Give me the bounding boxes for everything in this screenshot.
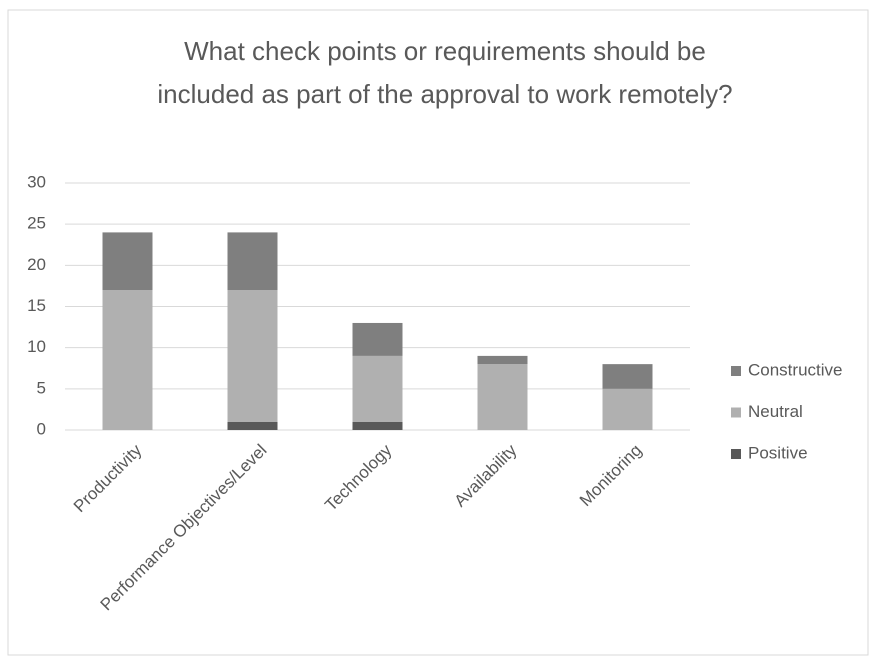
bar-segment [227, 232, 278, 291]
chart-title: What check points or requirements should… [157, 36, 733, 109]
bar-segment [477, 364, 528, 430]
y-tick-label: 15 [27, 296, 46, 315]
y-tick-label: 20 [27, 255, 46, 274]
legend-swatch [731, 407, 741, 418]
y-tick-label: 5 [37, 378, 46, 397]
bar-segment [227, 290, 278, 422]
bar-segment [352, 355, 403, 422]
bar-segment [477, 355, 528, 365]
bar-segment [227, 421, 278, 430]
legend-label: Neutral [748, 402, 803, 421]
legend-label: Constructive [748, 360, 842, 379]
bar-segment [602, 364, 653, 389]
legend-swatch [731, 449, 741, 459]
legend-swatch [731, 366, 741, 376]
y-tick-label: 10 [27, 337, 46, 356]
legend-label: Positive [748, 443, 808, 462]
bar-segment [602, 388, 653, 430]
y-tick-label: 0 [37, 419, 46, 438]
bar-segment [352, 322, 403, 356]
y-tick-label: 25 [27, 214, 46, 233]
y-tick-label: 30 [27, 172, 46, 191]
bar-segment [102, 232, 153, 291]
bar-segment [102, 290, 153, 430]
bar-segment [352, 421, 403, 430]
